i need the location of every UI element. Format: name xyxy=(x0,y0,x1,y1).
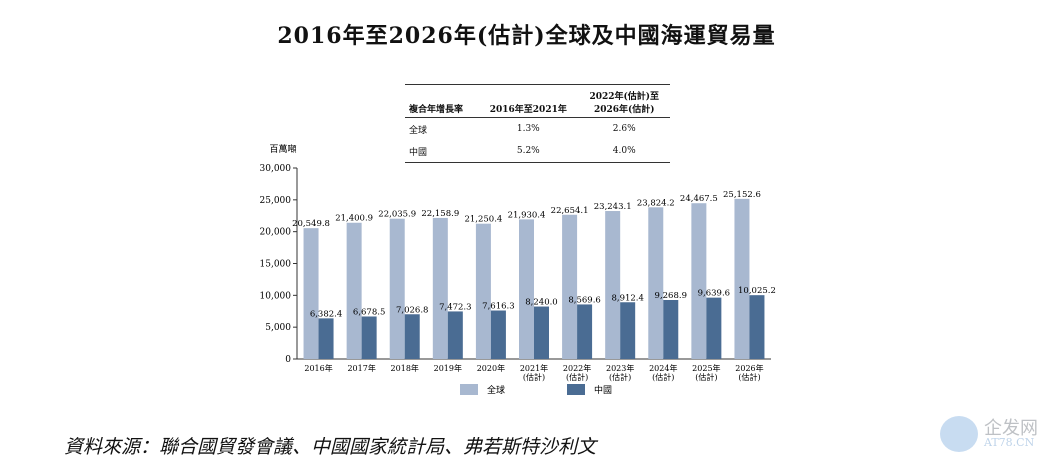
row-value: 5.2% xyxy=(478,140,579,163)
x-tick-label: (估計) xyxy=(609,372,631,382)
bar-global xyxy=(519,219,534,359)
cagr-header-period1: 2016年至2021年 xyxy=(478,84,579,118)
bar-china xyxy=(620,302,636,359)
bar-china xyxy=(749,295,765,359)
data-label: 25,152.6 xyxy=(723,190,761,200)
row-value: 1.3% xyxy=(516,124,540,134)
data-label: 9,268.9 xyxy=(655,291,687,301)
y-tick-label: 10,000 xyxy=(260,291,292,301)
y-tick-label: 20,000 xyxy=(260,228,292,238)
bar-china xyxy=(534,306,549,359)
x-tick-label: 2016年 xyxy=(304,363,332,373)
data-label: 22,654.1 xyxy=(551,206,589,216)
x-tick-label: 2023年 xyxy=(606,363,634,373)
row-value: 2.6% xyxy=(612,124,636,134)
bar-global xyxy=(605,211,621,359)
data-label: 22,158.9 xyxy=(421,209,459,219)
table-row: 中國 5.2% 4.0% xyxy=(405,140,670,163)
row-value: 4.0% xyxy=(578,140,670,163)
data-label: 21,250.4 xyxy=(464,215,502,225)
bar-china xyxy=(318,318,334,359)
y-axis-label: 百萬噸 xyxy=(269,143,296,155)
x-tick-label: (估計) xyxy=(523,372,545,382)
bar-china xyxy=(361,316,377,359)
legend-label: 中國 xyxy=(594,384,612,396)
data-label: 8,912.4 xyxy=(611,293,643,303)
data-label: 8,569.6 xyxy=(568,295,600,305)
y-tick-label: 25,000 xyxy=(260,196,292,206)
bar-global xyxy=(648,207,664,359)
x-tick-label: 2017年 xyxy=(347,363,375,373)
bar-china xyxy=(447,311,463,359)
y-tick-label: 30,000 xyxy=(260,164,292,174)
watermark-url: AT78.CN xyxy=(984,436,1035,449)
x-tick-label: 2024年 xyxy=(649,363,677,373)
legend-swatch xyxy=(567,384,585,395)
legend-label: 全球 xyxy=(487,384,505,396)
bar-china xyxy=(577,304,593,359)
x-tick-label: (估計) xyxy=(695,372,717,382)
table-row: 全球 1.3% 2.6% xyxy=(405,118,670,141)
data-label: 8,240.0 xyxy=(525,298,557,308)
data-label: 22,035.9 xyxy=(378,210,416,220)
bar-global xyxy=(691,203,707,359)
data-label: 9,639.6 xyxy=(698,289,730,299)
cagr-header-label: 複合年增長率 xyxy=(405,84,479,118)
bar-global xyxy=(432,217,448,359)
cagr-header-period2: 2022年(估計)至 2026年(估計) xyxy=(578,84,670,118)
bar-china xyxy=(706,297,722,359)
legend-swatch xyxy=(460,384,478,395)
x-tick-label: 2018年 xyxy=(391,363,419,373)
bar-china xyxy=(490,310,506,359)
data-label: 10,025.2 xyxy=(738,286,776,296)
data-label: 7,472.3 xyxy=(439,302,471,312)
bar-china xyxy=(663,299,679,359)
bar-global xyxy=(475,223,491,359)
data-label: 23,824.2 xyxy=(637,198,675,208)
data-label: 23,243.1 xyxy=(594,202,632,212)
bar-global xyxy=(562,214,578,359)
x-tick-label: 2022年 xyxy=(563,363,591,373)
data-label: 20,549.8 xyxy=(292,219,330,229)
y-tick-label: 15,000 xyxy=(260,260,292,270)
watermark-text: 企发网 xyxy=(984,418,1038,439)
bar-global xyxy=(303,228,319,359)
cagr-table: 複合年增長率 2016年至2021年 2022年(估計)至 2026年(估計) … xyxy=(405,84,670,163)
data-label: 7,616.3 xyxy=(482,302,514,312)
bar-global xyxy=(389,218,405,359)
bar-global xyxy=(346,222,362,359)
y-tick-label: 0 xyxy=(285,355,291,365)
bar-china xyxy=(404,314,420,359)
data-label: 7,026.8 xyxy=(396,305,428,315)
bar-global xyxy=(734,198,750,359)
x-tick-label: 2025年 xyxy=(692,363,720,373)
y-tick-label: 5,000 xyxy=(265,323,291,333)
x-tick-label: 2021年 xyxy=(520,363,548,373)
source-note: 資料來源：聯合國貿發會議、中國國家統計局、弗若斯特沙利文 xyxy=(64,436,597,458)
x-tick-label: (估計) xyxy=(652,372,674,382)
data-label: 6,678.5 xyxy=(353,307,385,317)
data-label: 21,930.4 xyxy=(508,210,546,220)
x-tick-label: (估計) xyxy=(738,372,760,382)
watermark-icon xyxy=(940,416,978,452)
data-label: 21,400.9 xyxy=(335,214,373,224)
data-label: 6,382.4 xyxy=(310,309,342,319)
watermark-logo: 企发网 AT78.CN xyxy=(940,414,1052,454)
data-label: 24,467.5 xyxy=(680,194,718,204)
page-title: 2016年至2026年(估計)全球及中國海運貿易量 xyxy=(277,23,776,49)
x-tick-label: (估計) xyxy=(566,372,588,382)
row-label: 全球 xyxy=(409,125,428,136)
x-tick-label: 2020年 xyxy=(477,363,505,373)
x-tick-label: 2026年 xyxy=(735,363,763,373)
x-tick-label: 2019年 xyxy=(434,363,462,373)
row-label: 中國 xyxy=(405,140,479,163)
